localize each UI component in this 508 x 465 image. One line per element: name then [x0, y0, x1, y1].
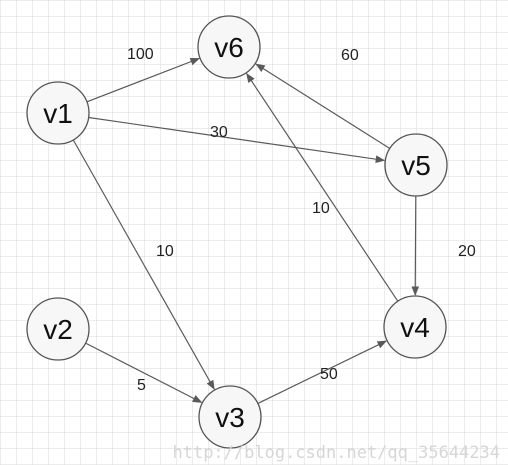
node-label-v4: v4	[400, 312, 430, 343]
edges-group	[72, 57, 420, 404]
nodes-group: v1 v2 v3 v4 v5 v6	[26, 15, 448, 449]
edge-v1-v3	[72, 139, 215, 390]
node-label-v3: v3	[215, 402, 245, 433]
node-v5: v5	[384, 133, 448, 197]
edge-weight-v5-v6: 60	[341, 47, 359, 64]
edge-v4-v6	[246, 72, 399, 302]
edge-v1-v6	[86, 57, 200, 103]
edge-v1-v5	[88, 116, 386, 163]
edge-weight-v2-v3: 5	[137, 377, 146, 394]
edge-weight-v1-v6: 100	[127, 46, 154, 63]
node-v1: v1	[26, 81, 90, 145]
edge-weight-v1-v3: 10	[156, 243, 174, 260]
edge-v3-v4	[257, 340, 388, 404]
node-label-v2: v2	[43, 314, 73, 345]
node-v2: v2	[26, 297, 90, 361]
node-label-v6: v6	[214, 32, 244, 63]
edge-v5-v6	[255, 63, 391, 150]
node-v4: v4	[383, 295, 447, 359]
edge-weight-v5-v4: 20	[458, 243, 476, 260]
edge-weight-v4-v6: 10	[312, 200, 330, 217]
edge-v5-v4	[411, 195, 420, 296]
node-v6: v6	[197, 15, 261, 79]
edge-labels-group: 100 30 10 5 50 10 60 20	[127, 46, 476, 394]
node-label-v1: v1	[43, 98, 73, 129]
node-label-v5: v5	[401, 150, 431, 181]
edge-weight-v3-v4: 50	[320, 366, 338, 383]
watermark-text: http://blog.csdn.net/qq_35644234	[172, 443, 500, 463]
node-v3: v3	[198, 385, 262, 449]
edge-v2-v3	[85, 342, 203, 403]
edge-weight-v1-v5: 30	[210, 124, 228, 141]
